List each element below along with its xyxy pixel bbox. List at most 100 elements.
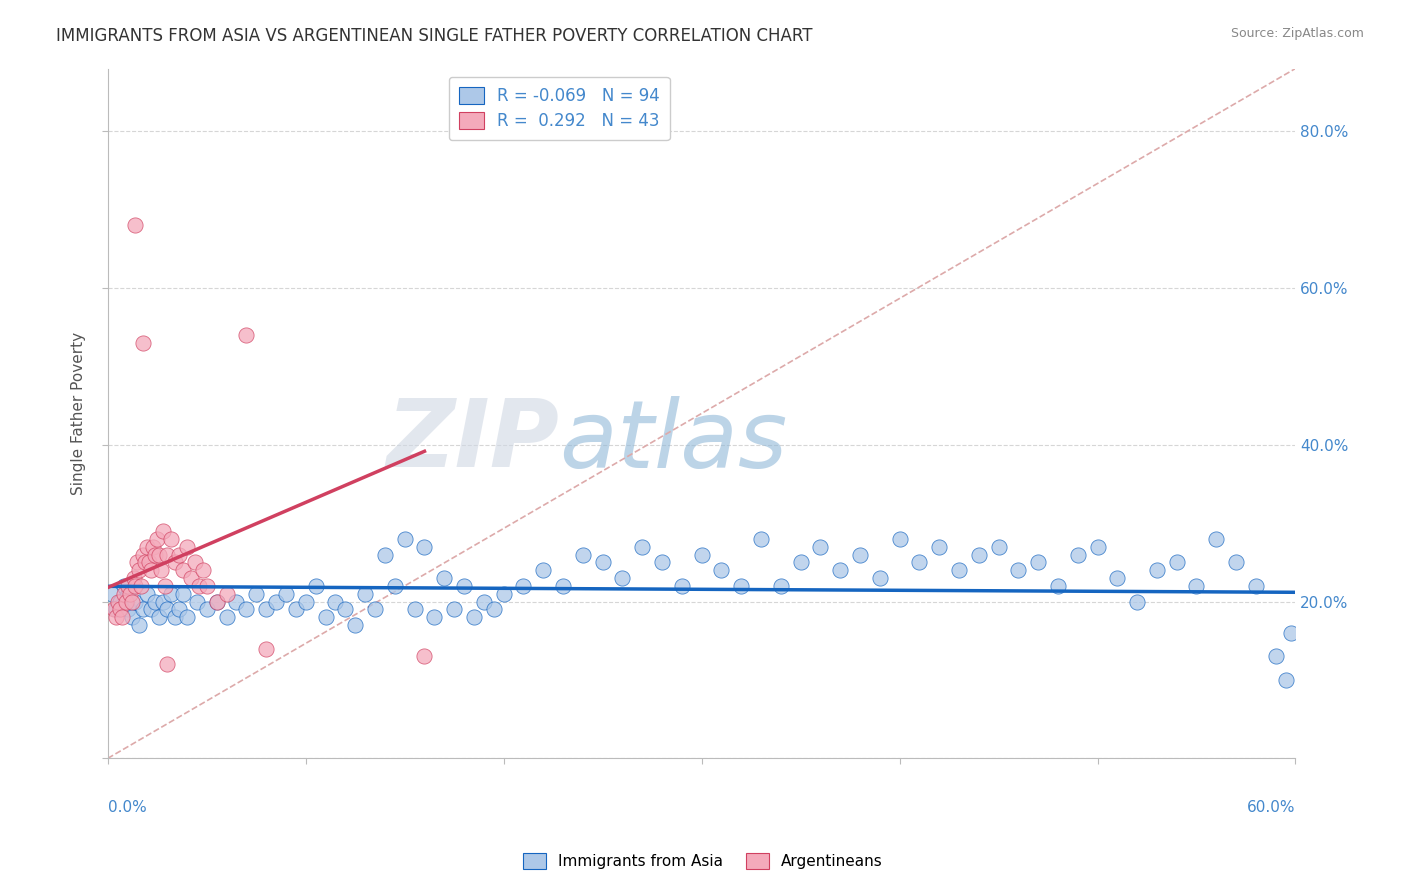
Point [1087,540,1109,554]
Point [107,594,129,608]
Point [967,548,990,562]
Point [205,594,228,608]
Point [749,532,772,546]
Point [245,587,267,601]
Point [384,579,406,593]
Point [690,548,713,562]
Point [354,587,377,601]
Point [651,555,673,569]
Point [172,587,194,601]
Point [1281,626,1303,640]
Point [254,641,277,656]
Point [136,540,159,554]
Point [146,532,169,546]
Point [176,610,198,624]
Point [1046,579,1069,593]
Point [433,571,456,585]
Point [315,610,337,624]
Point [284,602,307,616]
Point [124,579,146,593]
Point [150,563,173,577]
Text: Source: ZipAtlas.com: Source: ZipAtlas.com [1230,27,1364,40]
Point [186,594,208,608]
Point [156,602,179,616]
Text: 60.0%: 60.0% [1247,800,1295,814]
Point [1107,571,1129,585]
Point [165,555,187,569]
Point [165,610,187,624]
Point [374,548,396,562]
Point [131,579,153,593]
Point [128,618,150,632]
Point [127,555,149,569]
Point [141,602,163,616]
Point [124,219,146,233]
Point [191,563,214,577]
Point [160,532,183,546]
Point [1166,555,1188,569]
Point [264,594,287,608]
Point [180,571,202,585]
Point [184,555,207,569]
Point [394,532,416,546]
Point [1225,555,1247,569]
Point [325,594,347,608]
Point [1007,563,1029,577]
Point [364,602,387,616]
Point [463,610,485,624]
Point [453,579,475,593]
Point [908,555,931,569]
Point [730,579,752,593]
Point [114,594,136,608]
Point [111,610,134,624]
Point [849,548,872,562]
Point [472,594,495,608]
Point [928,540,950,554]
Point [148,610,170,624]
Point [121,610,143,624]
Point [492,587,515,601]
Point [482,602,505,616]
Point [1026,555,1049,569]
Point [808,540,831,554]
Y-axis label: Single Father Poverty: Single Father Poverty [72,332,86,495]
Point [103,602,125,616]
Point [572,548,595,562]
Text: IMMIGRANTS FROM ASIA VS ARGENTINEAN SINGLE FATHER POVERTY CORRELATION CHART: IMMIGRANTS FROM ASIA VS ARGENTINEAN SING… [56,27,813,45]
Point [789,555,811,569]
Point [205,594,228,608]
Point [187,579,209,593]
Point [344,618,367,632]
Point [948,563,970,577]
Point [631,540,654,554]
Point [195,579,218,593]
Point [1264,649,1286,664]
Point [443,602,465,616]
Point [128,563,150,577]
Point [551,579,574,593]
Point [124,594,146,608]
Point [118,587,141,601]
Point [167,548,190,562]
Point [108,602,131,616]
Point [512,579,534,593]
Point [215,587,238,601]
Point [531,563,554,577]
Point [1146,563,1168,577]
Point [136,587,159,601]
Point [1244,579,1267,593]
Point [143,548,166,562]
Point [132,335,155,350]
Point [335,602,357,616]
Point [138,555,160,569]
Point [1126,594,1149,608]
Point [100,587,122,601]
Point [1274,673,1296,687]
Point [172,563,194,577]
Point [274,587,297,601]
Point [142,540,165,554]
Point [108,594,131,608]
Point [215,610,238,624]
Point [235,328,257,343]
Point [152,524,174,538]
